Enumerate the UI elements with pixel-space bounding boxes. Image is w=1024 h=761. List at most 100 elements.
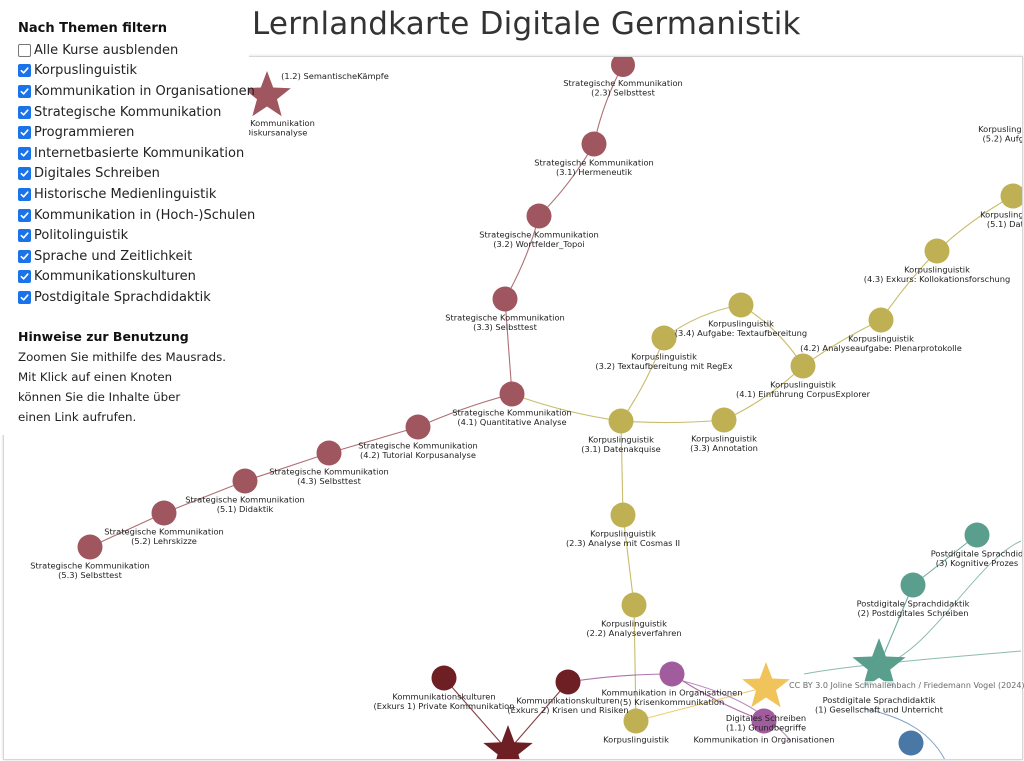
filter-row[interactable]: Programmieren <box>18 122 249 143</box>
map-node-p3[interactable]: Postdigitale Sprachdid(3) Kognitive Proz… <box>931 522 1023 569</box>
map-node-k32[interactable]: Korpuslinguistik(3.2) Textaufbereitung m… <box>595 325 733 372</box>
node-circle[interactable] <box>924 238 950 264</box>
node-star-icon[interactable] <box>742 662 790 708</box>
node-circle[interactable] <box>405 414 431 440</box>
map-node-pr1[interactable] <box>898 730 924 756</box>
filter-row[interactable]: Kommunikationskulturen <box>18 267 249 288</box>
filter-label[interactable]: Sprache und Zeitlichkeit <box>34 248 193 264</box>
map-node-k34[interactable]: Korpuslinguistik(3.4) Aufgabe: Textaufbe… <box>675 292 807 339</box>
filter-checkbox[interactable] <box>18 187 31 201</box>
map-node-k31[interactable]: Korpuslinguistik(3.1) Datenakquise <box>581 408 661 455</box>
filter-checkbox[interactable] <box>18 229 31 243</box>
map-node-s51[interactable]: Strategische Kommunikation(5.1) Didaktik <box>185 468 305 515</box>
filter-label[interactable]: Strategische Kommunikation <box>34 104 222 120</box>
filter-label[interactable]: Postdigitale Sprachdidaktik <box>34 289 211 305</box>
filter-label[interactable]: Politolinguistik <box>34 228 129 244</box>
filter-row[interactable]: Historische Medienlinguistik <box>18 184 249 205</box>
map-node-s41[interactable]: Strategische Kommunikation(4.1) Quantita… <box>452 381 572 428</box>
node-circle[interactable] <box>151 500 177 526</box>
map-node-k52[interactable]: Korpuslinguistik(5.2) Aufgabe <box>978 124 1023 144</box>
node-circle[interactable] <box>1000 183 1024 209</box>
node-circle[interactable] <box>316 440 342 466</box>
map-node-k23[interactable]: Korpuslinguistik(2.3) Analyse mit Cosmas… <box>566 502 680 549</box>
filter-label[interactable]: Digitales Schreiben <box>34 166 160 182</box>
node-circle[interactable] <box>431 665 457 691</box>
filter-label[interactable]: Internetbasierte Kommunikation <box>34 145 245 161</box>
filter-label[interactable]: Alle Kurse ausblenden <box>34 42 179 58</box>
filter-label[interactable]: Historische Medienlinguistik <box>34 186 217 202</box>
filter-checkbox[interactable] <box>18 208 31 222</box>
filter-checkbox[interactable] <box>18 64 31 78</box>
filter-checkbox[interactable] <box>18 84 31 98</box>
map-node-k33[interactable]: Korpuslinguistik(3.3) Annotation <box>690 407 758 454</box>
node-circle[interactable] <box>900 572 926 598</box>
map-node-s23[interactable]: Strategische Kommunikation(2.3) Selbstte… <box>563 56 683 98</box>
filter-checkbox[interactable] <box>18 43 31 57</box>
node-circle[interactable] <box>711 407 737 433</box>
map-node-k51[interactable]: Korpuslinguistik(5.1) Datenv <box>980 183 1024 230</box>
filter-row[interactable]: Kommunikation in Organisationen <box>18 81 255 102</box>
node-star-icon[interactable] <box>483 725 533 760</box>
map-node-kk1[interactable]: Kommunikationskulturen(Exkurs 1) Private… <box>373 665 515 712</box>
map-node-s12[interactable]: (1.2) SemantischeKämpfe <box>243 71 389 117</box>
map-node-k41[interactable]: Korpuslinguistik(4.1) Einführung CorpusE… <box>736 353 871 400</box>
map-node-k22[interactable]: Korpuslinguistik(2.2) Analyseverfahren <box>586 592 682 639</box>
filter-row[interactable]: Postdigitale Sprachdidaktik <box>18 287 249 308</box>
filter-label[interactable]: Kommunikation in (Hoch-)Schulen <box>34 207 256 223</box>
filter-row[interactable]: Internetbasierte Kommunikation <box>18 143 249 164</box>
filter-checkbox[interactable] <box>18 249 31 263</box>
node-circle[interactable] <box>868 307 894 333</box>
node-star-icon[interactable] <box>852 638 906 689</box>
map-node-s53[interactable]: Strategische Kommunikation(5.3) Selbstte… <box>30 534 150 581</box>
node-circle[interactable] <box>659 661 685 687</box>
filter-row[interactable]: Sprache und Zeitlichkeit <box>18 246 249 267</box>
node-circle[interactable] <box>611 56 635 77</box>
node-circle[interactable] <box>77 534 103 560</box>
map-node-p2[interactable]: Postdigitale Sprachdidaktik(2) Postdigit… <box>857 572 970 619</box>
filter-row[interactable]: Alle Kurse ausblenden <box>18 40 249 61</box>
map-node-o1[interactable]: Kommunikation in Organisationen <box>694 708 835 745</box>
map-node-s33[interactable]: Strategische Kommunikation(3.3) Selbstte… <box>445 286 565 333</box>
node-circle[interactable] <box>581 131 607 157</box>
node-circle[interactable] <box>608 408 634 434</box>
map-node-kk0[interactable] <box>483 725 533 760</box>
node-circle[interactable] <box>610 502 636 528</box>
map-node-k43[interactable]: Korpuslinguistik(4.3) Exkurs: Kollokatio… <box>864 238 1011 285</box>
map-node-k21[interactable]: Korpuslinguistik <box>603 708 669 745</box>
filter-checkbox[interactable] <box>18 270 31 284</box>
node-circle[interactable] <box>232 468 258 494</box>
node-circle[interactable] <box>790 353 816 379</box>
node-circle[interactable] <box>964 522 990 548</box>
node-circle[interactable] <box>898 730 924 756</box>
node-circle[interactable] <box>492 286 518 312</box>
node-circle[interactable] <box>621 592 647 618</box>
node-circle[interactable] <box>651 325 677 351</box>
filter-checkbox[interactable] <box>18 290 31 304</box>
node-circle[interactable] <box>499 381 525 407</box>
filter-label[interactable]: Kommunikationskulturen <box>34 269 196 285</box>
map-node-s43[interactable]: Strategische Kommunikation(4.3) Selbstte… <box>269 440 389 487</box>
map-node-p1[interactable]: Postdigitale Sprachdidaktik(1) Gesellsch… <box>815 638 944 715</box>
filter-checkbox[interactable] <box>18 126 31 140</box>
filter-label[interactable]: Kommunikation in Organisationen <box>34 83 255 99</box>
node-circle[interactable] <box>751 708 777 734</box>
map-node-kk2[interactable]: Kommunikationskulturen(Exkurs 2) Krisen … <box>507 669 629 716</box>
filter-row[interactable]: Politolinguistik <box>18 225 249 246</box>
filter-label[interactable]: Korpuslinguistik <box>34 63 138 79</box>
filter-row[interactable]: Korpuslinguistik <box>18 61 249 82</box>
filter-row[interactable]: Strategische Kommunikation <box>18 102 249 123</box>
filter-label[interactable]: Programmieren <box>34 125 135 141</box>
map-node-s42[interactable]: Strategische Kommunikation(4.2) Tutorial… <box>358 414 478 461</box>
filter-checkbox[interactable] <box>18 105 31 119</box>
node-circle[interactable] <box>728 292 754 318</box>
map-node-s31[interactable]: Strategische Kommunikation(3.1) Hermeneu… <box>534 131 654 178</box>
map-node-d11[interactable]: Digitales Schreiben(1.1) Grundbegriffe <box>726 662 806 733</box>
filter-row[interactable]: Kommunikation in (Hoch-)Schulen <box>18 205 255 226</box>
filter-checkbox[interactable] <box>18 167 31 181</box>
filter-checkbox[interactable] <box>18 146 31 160</box>
map-node-k42[interactable]: Korpuslinguistik(4.2) Analyseaufgabe: Pl… <box>800 307 962 354</box>
node-circle[interactable] <box>526 203 552 229</box>
map-node-s32[interactable]: Strategische Kommunikation(3.2) Wortfeld… <box>479 203 599 250</box>
